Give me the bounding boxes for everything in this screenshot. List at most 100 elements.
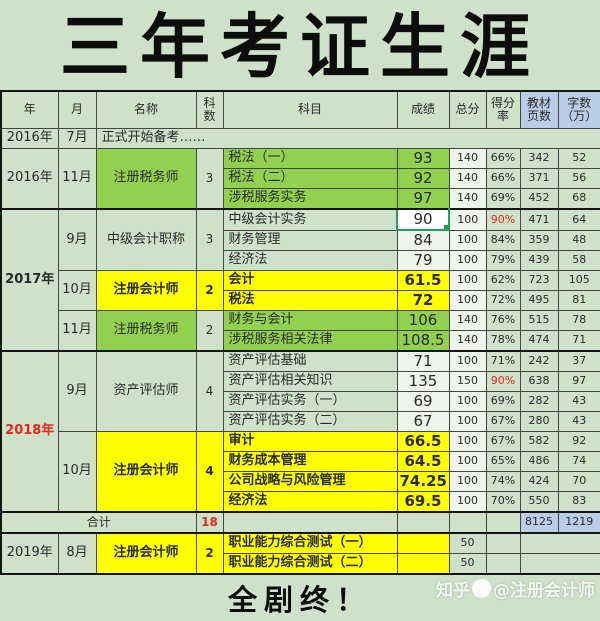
ending-text: 全剧终！ xyxy=(227,583,372,617)
subject-cell: 财务与会计 xyxy=(222,310,398,331)
month-cell: 7月 xyxy=(57,128,97,149)
exam-results-table: 年 月 名称 科数 科目 成绩 总分 得分率 教材页数 字数（万） 2016年 … xyxy=(0,90,600,575)
empty-cell xyxy=(396,511,450,534)
score-cell xyxy=(396,532,450,554)
total-row: 合计 18 8125 1219 xyxy=(0,511,600,534)
col-header-total: 总分 xyxy=(448,90,487,129)
rate-cell: 69% xyxy=(485,391,521,412)
words-cell: 97 xyxy=(557,371,600,392)
selected-score-cell: 90 xyxy=(396,208,450,231)
table-row: 经济法 79 100 79% 439 58 xyxy=(1,250,600,271)
pages-cell: 242 xyxy=(519,350,559,372)
month-cell: 10月 xyxy=(57,431,97,513)
cert-name-cell: 注册税务师 xyxy=(95,310,197,352)
pages-cell: 550 xyxy=(519,491,559,513)
year-cell: 2016年 xyxy=(0,128,59,149)
rate-cell: 74% xyxy=(485,471,521,492)
pages-cell: 723 xyxy=(519,270,559,291)
pages-cell: 495 xyxy=(519,290,559,311)
pages-cell: 474 xyxy=(519,330,559,352)
words-cell: 74 xyxy=(557,451,600,472)
subject-count-cell: 3 xyxy=(195,208,224,271)
table-row: 职业能力综合测试（二） 50 xyxy=(1,553,600,575)
total-cell: 150 xyxy=(448,371,487,392)
score-cell xyxy=(396,553,450,575)
score-cell: 64.5 xyxy=(396,451,450,472)
words-cell: 70 xyxy=(557,471,600,492)
rate-cell: 66% xyxy=(485,168,521,189)
month-cell: 9月 xyxy=(57,350,97,432)
rate-cell: 67% xyxy=(485,411,521,432)
header-row: 年 月 名称 科数 科目 成绩 总分 得分率 教材页数 字数（万） xyxy=(0,90,600,129)
total-cell: 100 xyxy=(448,471,487,492)
total-words-cell: 1219 xyxy=(557,511,600,534)
total-cell: 100 xyxy=(448,391,487,412)
score-cell: 74.25 xyxy=(396,471,450,492)
words-cell: 43 xyxy=(557,411,600,432)
pages-cell: 486 xyxy=(519,451,559,472)
subject-cell: 财务成本管理 xyxy=(222,451,398,472)
total-label-cell: 合计 xyxy=(0,511,197,534)
score-cell: 66.5 xyxy=(396,431,450,452)
col-header-count: 科数 xyxy=(195,90,224,129)
pages-cell: 282 xyxy=(519,391,559,412)
score-cell: 97 xyxy=(396,188,450,210)
score-cell: 69.5 xyxy=(396,491,450,513)
cert-name-cell: 注册会计师 xyxy=(95,431,197,513)
table-row: 涉税服务实务 97 140 69% 452 68 xyxy=(1,188,600,210)
rate-cell: 70% xyxy=(485,491,521,513)
page-title: 三年考证生涯 xyxy=(60,5,540,88)
year-cell: 2017年 xyxy=(0,208,59,352)
table-row: 财务管理 84 100 84% 359 48 xyxy=(1,229,600,251)
subject-count-cell: 4 xyxy=(195,431,224,513)
year-cell: 2016年 xyxy=(0,148,59,210)
subject-cell: 资产评估实务（二） xyxy=(222,411,398,432)
subject-cell: 涉税服务实务 xyxy=(222,188,398,210)
total-cell: 100 xyxy=(448,208,487,231)
table-row: 公司战略与风险管理 74.25 100 74% 424 70 xyxy=(1,471,600,492)
footer-band: 全剧终！ xyxy=(0,575,600,621)
score-cell: 67 xyxy=(396,411,450,432)
cert-name-cell: 中级会计职称 xyxy=(95,208,197,271)
words-cell: 56 xyxy=(557,168,600,189)
table-row: 2016年 7月 正式开始备考…… xyxy=(0,128,600,149)
rate-cell: 90% xyxy=(485,208,521,231)
subject-cell: 税法 xyxy=(222,290,398,311)
month-cell: 10月 xyxy=(57,270,97,311)
subject-cell: 经济法 xyxy=(222,491,398,513)
pages-cell: 439 xyxy=(519,250,559,271)
score-cell: 135 xyxy=(396,371,450,392)
subject-cell: 资产评估相关知识 xyxy=(222,371,398,392)
cert-name-cell: 注册税务师 xyxy=(95,148,197,210)
rate-cell: 76% xyxy=(485,310,521,331)
subject-cell: 会计 xyxy=(222,270,398,291)
cert-name-cell: 注册会计师 xyxy=(95,532,197,575)
pages-cell: 342 xyxy=(519,148,559,169)
pages-cell: 359 xyxy=(519,229,559,251)
rate-cell: 69% xyxy=(485,188,521,210)
words-cell: 105 xyxy=(557,270,600,291)
cert-name-cell: 注册会计师 xyxy=(95,270,197,311)
subject-count-cell: 3 xyxy=(195,148,224,210)
score-cell: 93 xyxy=(396,148,450,169)
rate-cell: 62% xyxy=(485,270,521,291)
col-header-year: 年 xyxy=(0,90,59,129)
rate-cell: 79% xyxy=(485,250,521,271)
col-header-subject: 科目 xyxy=(222,90,398,129)
rate-cell: 71% xyxy=(485,350,521,372)
total-cell: 50 xyxy=(448,532,487,554)
total-cell: 100 xyxy=(448,250,487,271)
year-cell: 2019年 xyxy=(0,532,59,575)
total-cell: 140 xyxy=(448,330,487,352)
subject-cell: 经济法 xyxy=(222,250,398,271)
total-count-cell: 18 xyxy=(195,511,224,534)
words-cell: 52 xyxy=(557,148,600,169)
words-cell: 37 xyxy=(557,350,600,372)
subject-count-cell: 2 xyxy=(195,310,224,352)
rate-cell: 72% xyxy=(485,290,521,311)
subject-count-cell: 2 xyxy=(195,270,224,311)
score-cell: 69 xyxy=(396,391,450,412)
words-cell: 68 xyxy=(557,188,600,210)
pages-cell: 638 xyxy=(519,371,559,392)
rate-cell xyxy=(485,532,521,554)
